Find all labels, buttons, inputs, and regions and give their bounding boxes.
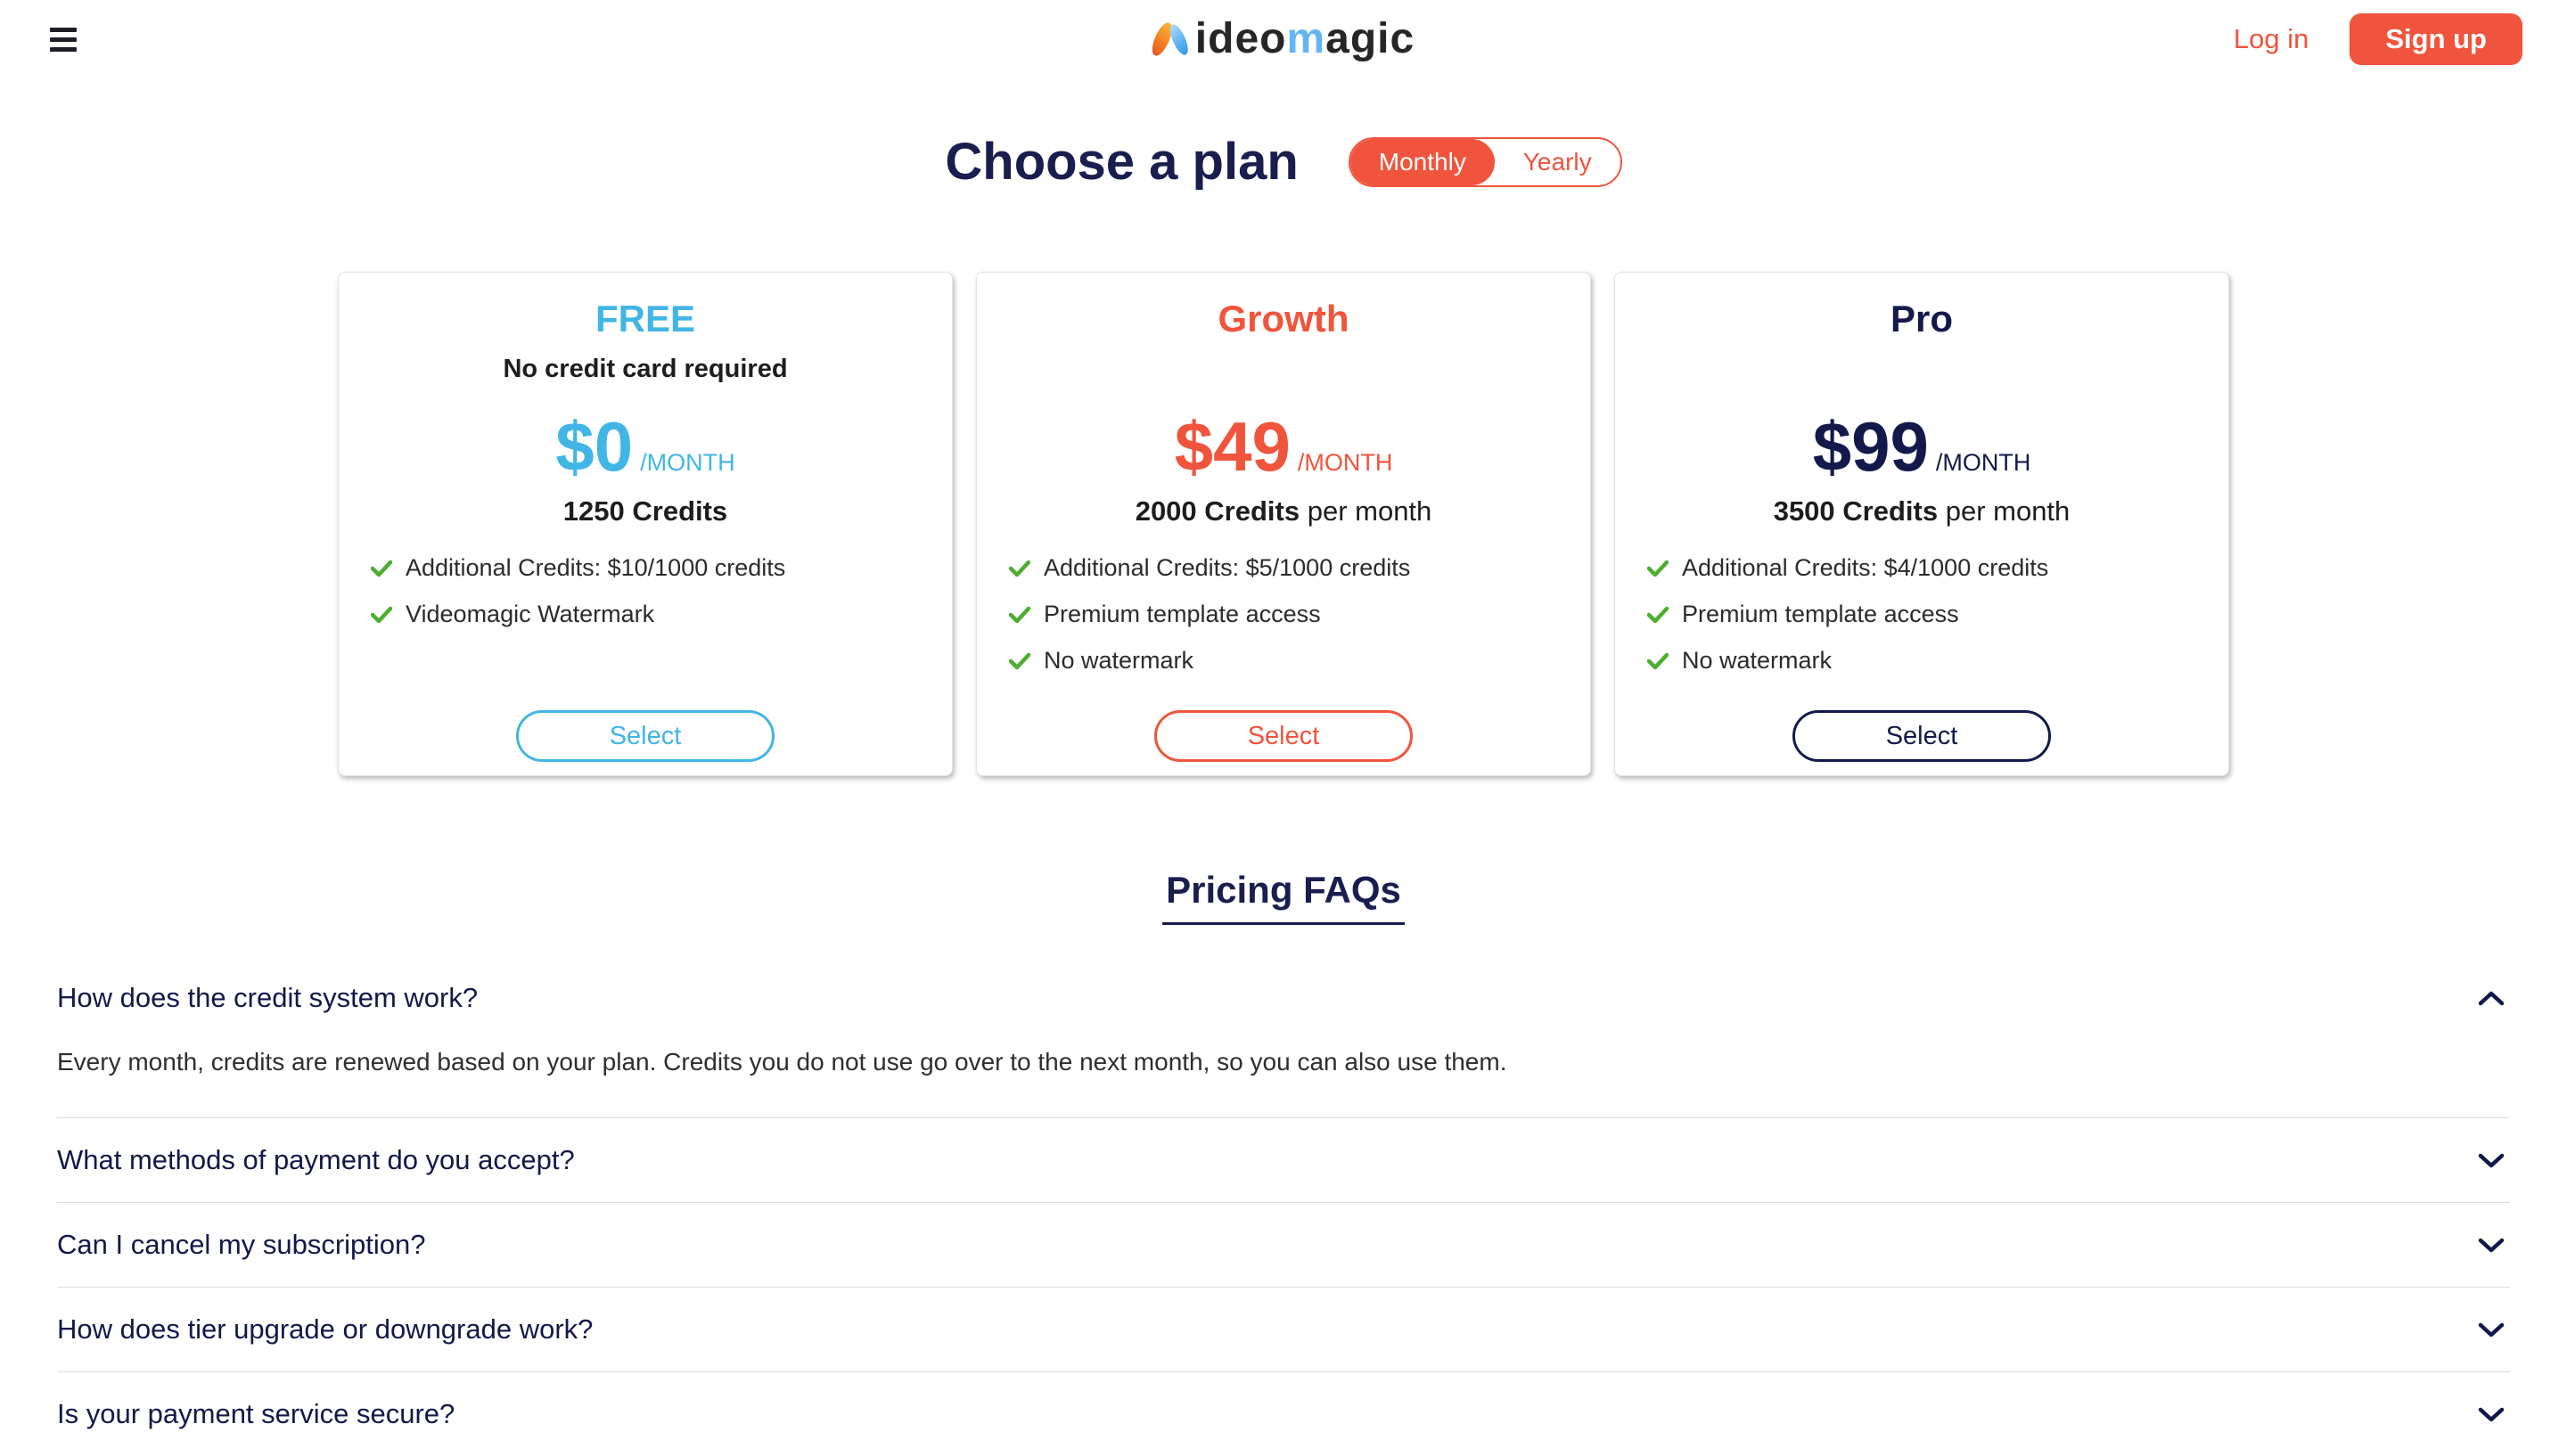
select-pro-button[interactable]: Select (1792, 710, 2051, 762)
billing-period-toggle[interactable]: Monthly Yearly (1348, 136, 1622, 187)
logo-text-dark2: agic (1325, 15, 1415, 62)
faq-question-row[interactable]: Can I cancel my subscription? (57, 1203, 2510, 1287)
faq-question: Can I cancel my subscription? (57, 1229, 426, 1260)
header: ideo m agic Log in Sign up (0, 0, 2567, 78)
plan-price: $99 /MONTH (1615, 406, 2228, 487)
select-free-button[interactable]: Select (516, 710, 775, 762)
faq-list: How does the credit system work? Every m… (57, 961, 2510, 1456)
menu-icon[interactable] (50, 22, 77, 57)
plan-credits: 1250 Credits (562, 495, 728, 527)
faq-question-row[interactable]: How does tier upgrade or downgrade work? (57, 1288, 2510, 1371)
faq-question: How does the credit system work? (57, 982, 479, 1013)
plan-card-pro: Pro $99 /MONTH 3500 Credits per month Ad… (1614, 272, 2229, 776)
feature-item: Additional Credits: $10/1000 credits (371, 554, 920, 582)
price-amount: $49 (1174, 407, 1291, 486)
videomagic-logo[interactable]: ideo m agic (1148, 14, 1415, 63)
chevron-down-icon[interactable] (2478, 1406, 2505, 1422)
price-period: /MONTH (640, 449, 735, 476)
feature-item: Additional Credits: $4/1000 credits (1647, 554, 2196, 582)
chevron-up-icon[interactable] (2478, 990, 2505, 1006)
check-icon (1009, 652, 1030, 669)
plan-cards: FREE No credit card required $0 /MONTH 1… (0, 272, 2567, 776)
login-link[interactable]: Log in (2233, 23, 2309, 54)
faq-section: Pricing FAQs How does the credit system … (0, 869, 2567, 1456)
feature-list: Additional Credits: $10/1000 credits Vid… (371, 554, 920, 628)
feature-list: Additional Credits: $4/1000 credits Prem… (1647, 554, 2196, 675)
faq-answer: Every month, credits are renewed based o… (57, 1048, 1507, 1076)
check-icon (1647, 606, 1669, 623)
select-growth-button[interactable]: Select (1154, 710, 1413, 762)
check-icon (371, 606, 392, 623)
faq-question: How does tier upgrade or downgrade work? (57, 1313, 594, 1345)
plan-card-free: FREE No credit card required $0 /MONTH 1… (338, 272, 953, 776)
price-period: /MONTH (1935, 449, 2031, 476)
faq-title: Pricing FAQs (1162, 869, 1405, 925)
hero: Choose a plan Monthly Yearly (0, 132, 2567, 192)
faq-question: What methods of payment do you accept? (57, 1144, 575, 1175)
feature-item: Premium template access (1009, 601, 1558, 628)
plan-price: $0 /MONTH (339, 406, 952, 487)
feature-item: Additional Credits: $5/1000 credits (1009, 554, 1558, 582)
plan-card-growth: Growth $49 /MONTH 2000 Credits per month… (976, 272, 1591, 776)
check-icon (1009, 606, 1030, 623)
faq-question-row[interactable]: What methods of payment do you accept? (57, 1118, 2510, 1202)
chevron-down-icon[interactable] (2478, 1321, 2505, 1337)
faq-question: Is your payment service secure? (57, 1398, 455, 1429)
faq-question-row[interactable]: How does the credit system work? (57, 961, 2510, 1023)
price-amount: $0 (555, 407, 634, 486)
toggle-monthly[interactable]: Monthly (1349, 138, 1495, 185)
plan-price: $49 /MONTH (977, 406, 1590, 487)
feature-item: Videomagic Watermark (371, 601, 920, 628)
page-title: Choose a plan (945, 133, 1299, 191)
header-actions: Log in Sign up (2234, 13, 2522, 65)
plan-subtitle: No credit card required (503, 355, 788, 383)
logo-text-blue: m (1286, 15, 1326, 62)
plan-credits: 2000 Credits per month (1135, 495, 1432, 527)
logo-v-icon (1148, 16, 1193, 62)
toggle-yearly[interactable]: Yearly (1522, 147, 1592, 176)
check-icon (1009, 560, 1030, 577)
chevron-down-icon[interactable] (2478, 1152, 2505, 1168)
check-icon (1647, 560, 1669, 577)
feature-item: No watermark (1647, 647, 2196, 675)
plan-credits: 3500 Credits per month (1773, 495, 2071, 527)
faq-item-payment-methods: What methods of payment do you accept? (57, 1117, 2510, 1202)
faq-item-cancel-subscription: Can I cancel my subscription? (57, 1202, 2510, 1287)
check-icon (1647, 652, 1669, 669)
feature-item: Premium template access (1647, 601, 2196, 628)
feature-list: Additional Credits: $5/1000 credits Prem… (1009, 554, 1558, 675)
price-amount: $99 (1812, 407, 1929, 486)
check-icon (371, 560, 392, 577)
plan-name: Pro (1890, 298, 1953, 339)
logo-text-dark1: ideo (1194, 15, 1287, 62)
plan-name: Growth (1218, 298, 1349, 339)
chevron-down-icon[interactable] (2478, 1237, 2505, 1253)
price-period: /MONTH (1297, 449, 1393, 476)
signup-button[interactable]: Sign up (2350, 13, 2522, 65)
faq-question-row[interactable]: Is your payment service secure? (57, 1372, 2510, 1456)
faq-item-credit-system: How does the credit system work? Every m… (57, 961, 2510, 1117)
faq-item-payment-secure: Is your payment service secure? (57, 1371, 2510, 1456)
feature-item: No watermark (1009, 647, 1558, 675)
faq-item-tier-upgrade: How does tier upgrade or downgrade work? (57, 1287, 2510, 1371)
plan-name: FREE (595, 298, 695, 339)
